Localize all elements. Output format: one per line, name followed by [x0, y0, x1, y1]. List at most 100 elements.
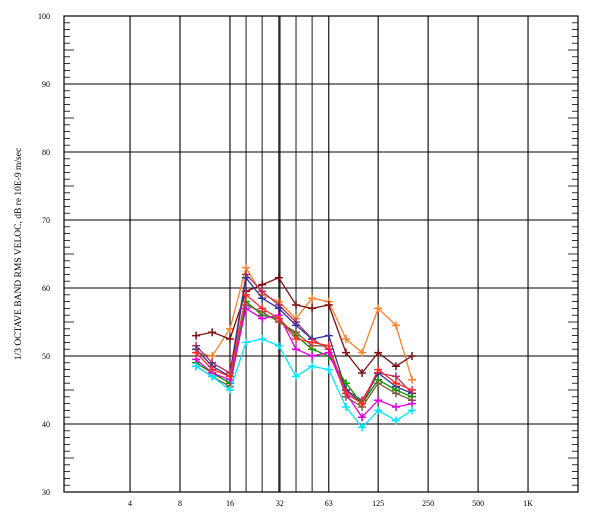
data-point [292, 328, 301, 337]
y-tick-label: 80 [42, 148, 50, 157]
data-point [225, 372, 234, 381]
minor-grid [245, 16, 313, 492]
data-point [242, 338, 251, 347]
data-point [274, 341, 283, 350]
data-point [242, 290, 251, 299]
data-point [208, 328, 217, 337]
data-point [408, 375, 417, 384]
data-point [374, 379, 383, 388]
data-point [358, 348, 367, 357]
data-point [258, 287, 267, 296]
series-7 [192, 304, 417, 422]
data-point [358, 413, 367, 422]
data-point [225, 335, 234, 343]
data-point [391, 416, 400, 425]
series-9 [192, 290, 417, 408]
series-line [195, 338, 413, 429]
data-point [192, 331, 201, 340]
data-point [341, 348, 350, 357]
x-tick-label: 500 [472, 499, 484, 508]
data-point [258, 280, 267, 289]
data-point [274, 304, 283, 313]
x-tick-label: 125 [372, 499, 384, 508]
data-point [324, 331, 333, 340]
y-tick-label: 100 [38, 12, 50, 21]
data-point [308, 352, 317, 360]
data-point [408, 399, 417, 408]
data-point [324, 365, 333, 374]
data-point [292, 345, 301, 354]
data-point [308, 294, 317, 303]
data-point [292, 335, 301, 343]
data-point [324, 341, 333, 350]
y-tick-label: 90 [42, 80, 50, 89]
data-point [292, 321, 301, 330]
data-point [374, 348, 383, 357]
data-point [225, 324, 234, 333]
data-point [274, 314, 283, 323]
data-point [341, 389, 350, 398]
series-layer [192, 263, 417, 432]
data-point [391, 403, 400, 411]
y-tick-label: 70 [42, 216, 50, 225]
data-point [358, 423, 367, 432]
data-point [374, 304, 383, 313]
data-point [374, 406, 383, 415]
y-tick-label: 60 [42, 284, 50, 293]
data-point [208, 365, 217, 374]
data-point [225, 386, 234, 394]
series-line [195, 294, 413, 405]
data-point [408, 352, 417, 360]
frame-minor-ticks [64, 22, 578, 486]
series-1 [192, 263, 417, 384]
data-point [242, 273, 251, 282]
data-point [258, 294, 267, 303]
data-point [258, 304, 267, 313]
x-tick-label: 4 [128, 499, 132, 508]
data-point [192, 362, 201, 371]
data-point [192, 348, 201, 357]
y-axis-title: 1/3 OCTAVE BAND RMS VELOC, dB re 10E-9 m… [14, 148, 24, 360]
data-point [408, 406, 417, 415]
data-point [374, 396, 383, 405]
series-line [195, 266, 413, 380]
data-point [274, 273, 283, 282]
data-point [374, 365, 383, 374]
plot-frame [63, 15, 579, 493]
data-point [408, 386, 417, 394]
data-point [341, 335, 350, 343]
x-tick-label: 250 [422, 499, 434, 508]
data-point [292, 301, 301, 309]
y-tick-label: 50 [42, 352, 50, 361]
data-point [391, 372, 400, 381]
x-tick-label: 1K [523, 499, 533, 508]
major-grid [64, 16, 578, 492]
data-point [308, 304, 317, 313]
x-tick-labels: 4 8 16 32 63 125 250 500 1K [128, 499, 533, 508]
data-point [308, 362, 317, 371]
series-2 [192, 273, 417, 377]
data-point [358, 369, 367, 377]
series-line [195, 307, 413, 418]
data-point [292, 372, 301, 381]
data-point [308, 338, 317, 347]
x-tick-label: 63 [325, 499, 333, 508]
series-8 [192, 335, 417, 432]
series-line [195, 304, 413, 408]
data-point [208, 352, 217, 360]
data-point [391, 321, 400, 330]
data-point [391, 362, 400, 371]
data-point [391, 379, 400, 388]
data-point [208, 372, 217, 381]
x-tick-label: 32 [276, 499, 284, 508]
data-point [341, 379, 350, 388]
data-point [391, 389, 400, 398]
series-line [195, 277, 413, 374]
x-tick-label: 16 [226, 499, 234, 508]
y-tick-label: 30 [42, 488, 50, 497]
y-tick-labels: 30 40 50 60 70 80 90 100 [38, 12, 50, 497]
data-point [258, 314, 267, 323]
data-point [192, 355, 201, 364]
data-point [242, 263, 251, 272]
